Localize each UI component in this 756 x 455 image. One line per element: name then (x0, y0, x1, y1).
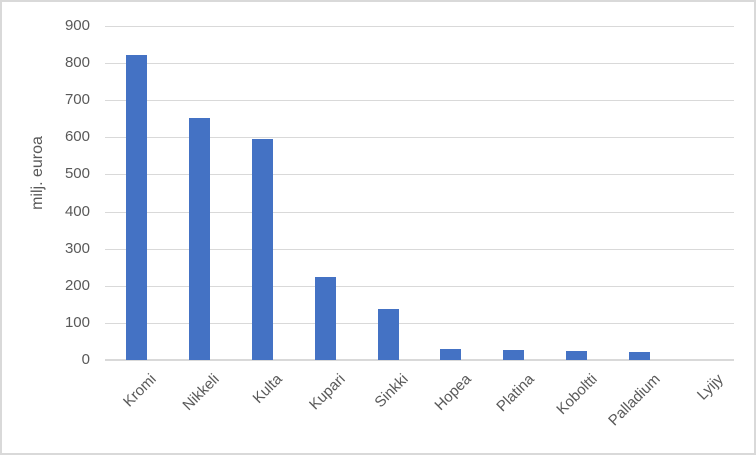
bar-platina[interactable] (503, 349, 525, 360)
gridline (105, 285, 734, 287)
gridline (105, 174, 734, 176)
gridline (105, 322, 734, 324)
bar-kromi[interactable] (125, 55, 147, 360)
y-tick-label: 700 (64, 91, 90, 109)
gridline (105, 26, 734, 27)
bar-sinkki[interactable] (377, 309, 399, 360)
bar-kulta[interactable] (251, 138, 273, 360)
y-tick-label: 600 (64, 128, 90, 146)
y-tick-label: 800 (64, 54, 90, 72)
bar-koboltti[interactable] (566, 350, 588, 360)
y-tick-label: 0 (81, 351, 90, 368)
bar-palladium[interactable] (629, 351, 651, 360)
gridline (105, 211, 734, 213)
y-tick-label: 200 (64, 276, 90, 294)
x-axis-line (105, 359, 734, 361)
gridline (105, 248, 734, 250)
bar-nikkeli[interactable] (188, 117, 210, 360)
gridline (105, 137, 734, 139)
y-tick-label: 900 (64, 17, 90, 34)
y-tick-label: 100 (64, 313, 90, 331)
y-tick-label: 300 (64, 239, 90, 257)
y-tick-label: 500 (64, 165, 90, 183)
bar-hopea[interactable] (440, 348, 462, 360)
y-tick-label: 400 (64, 202, 90, 220)
gridline (105, 100, 734, 102)
gridline (105, 63, 734, 65)
bar-kupari[interactable] (314, 277, 336, 360)
